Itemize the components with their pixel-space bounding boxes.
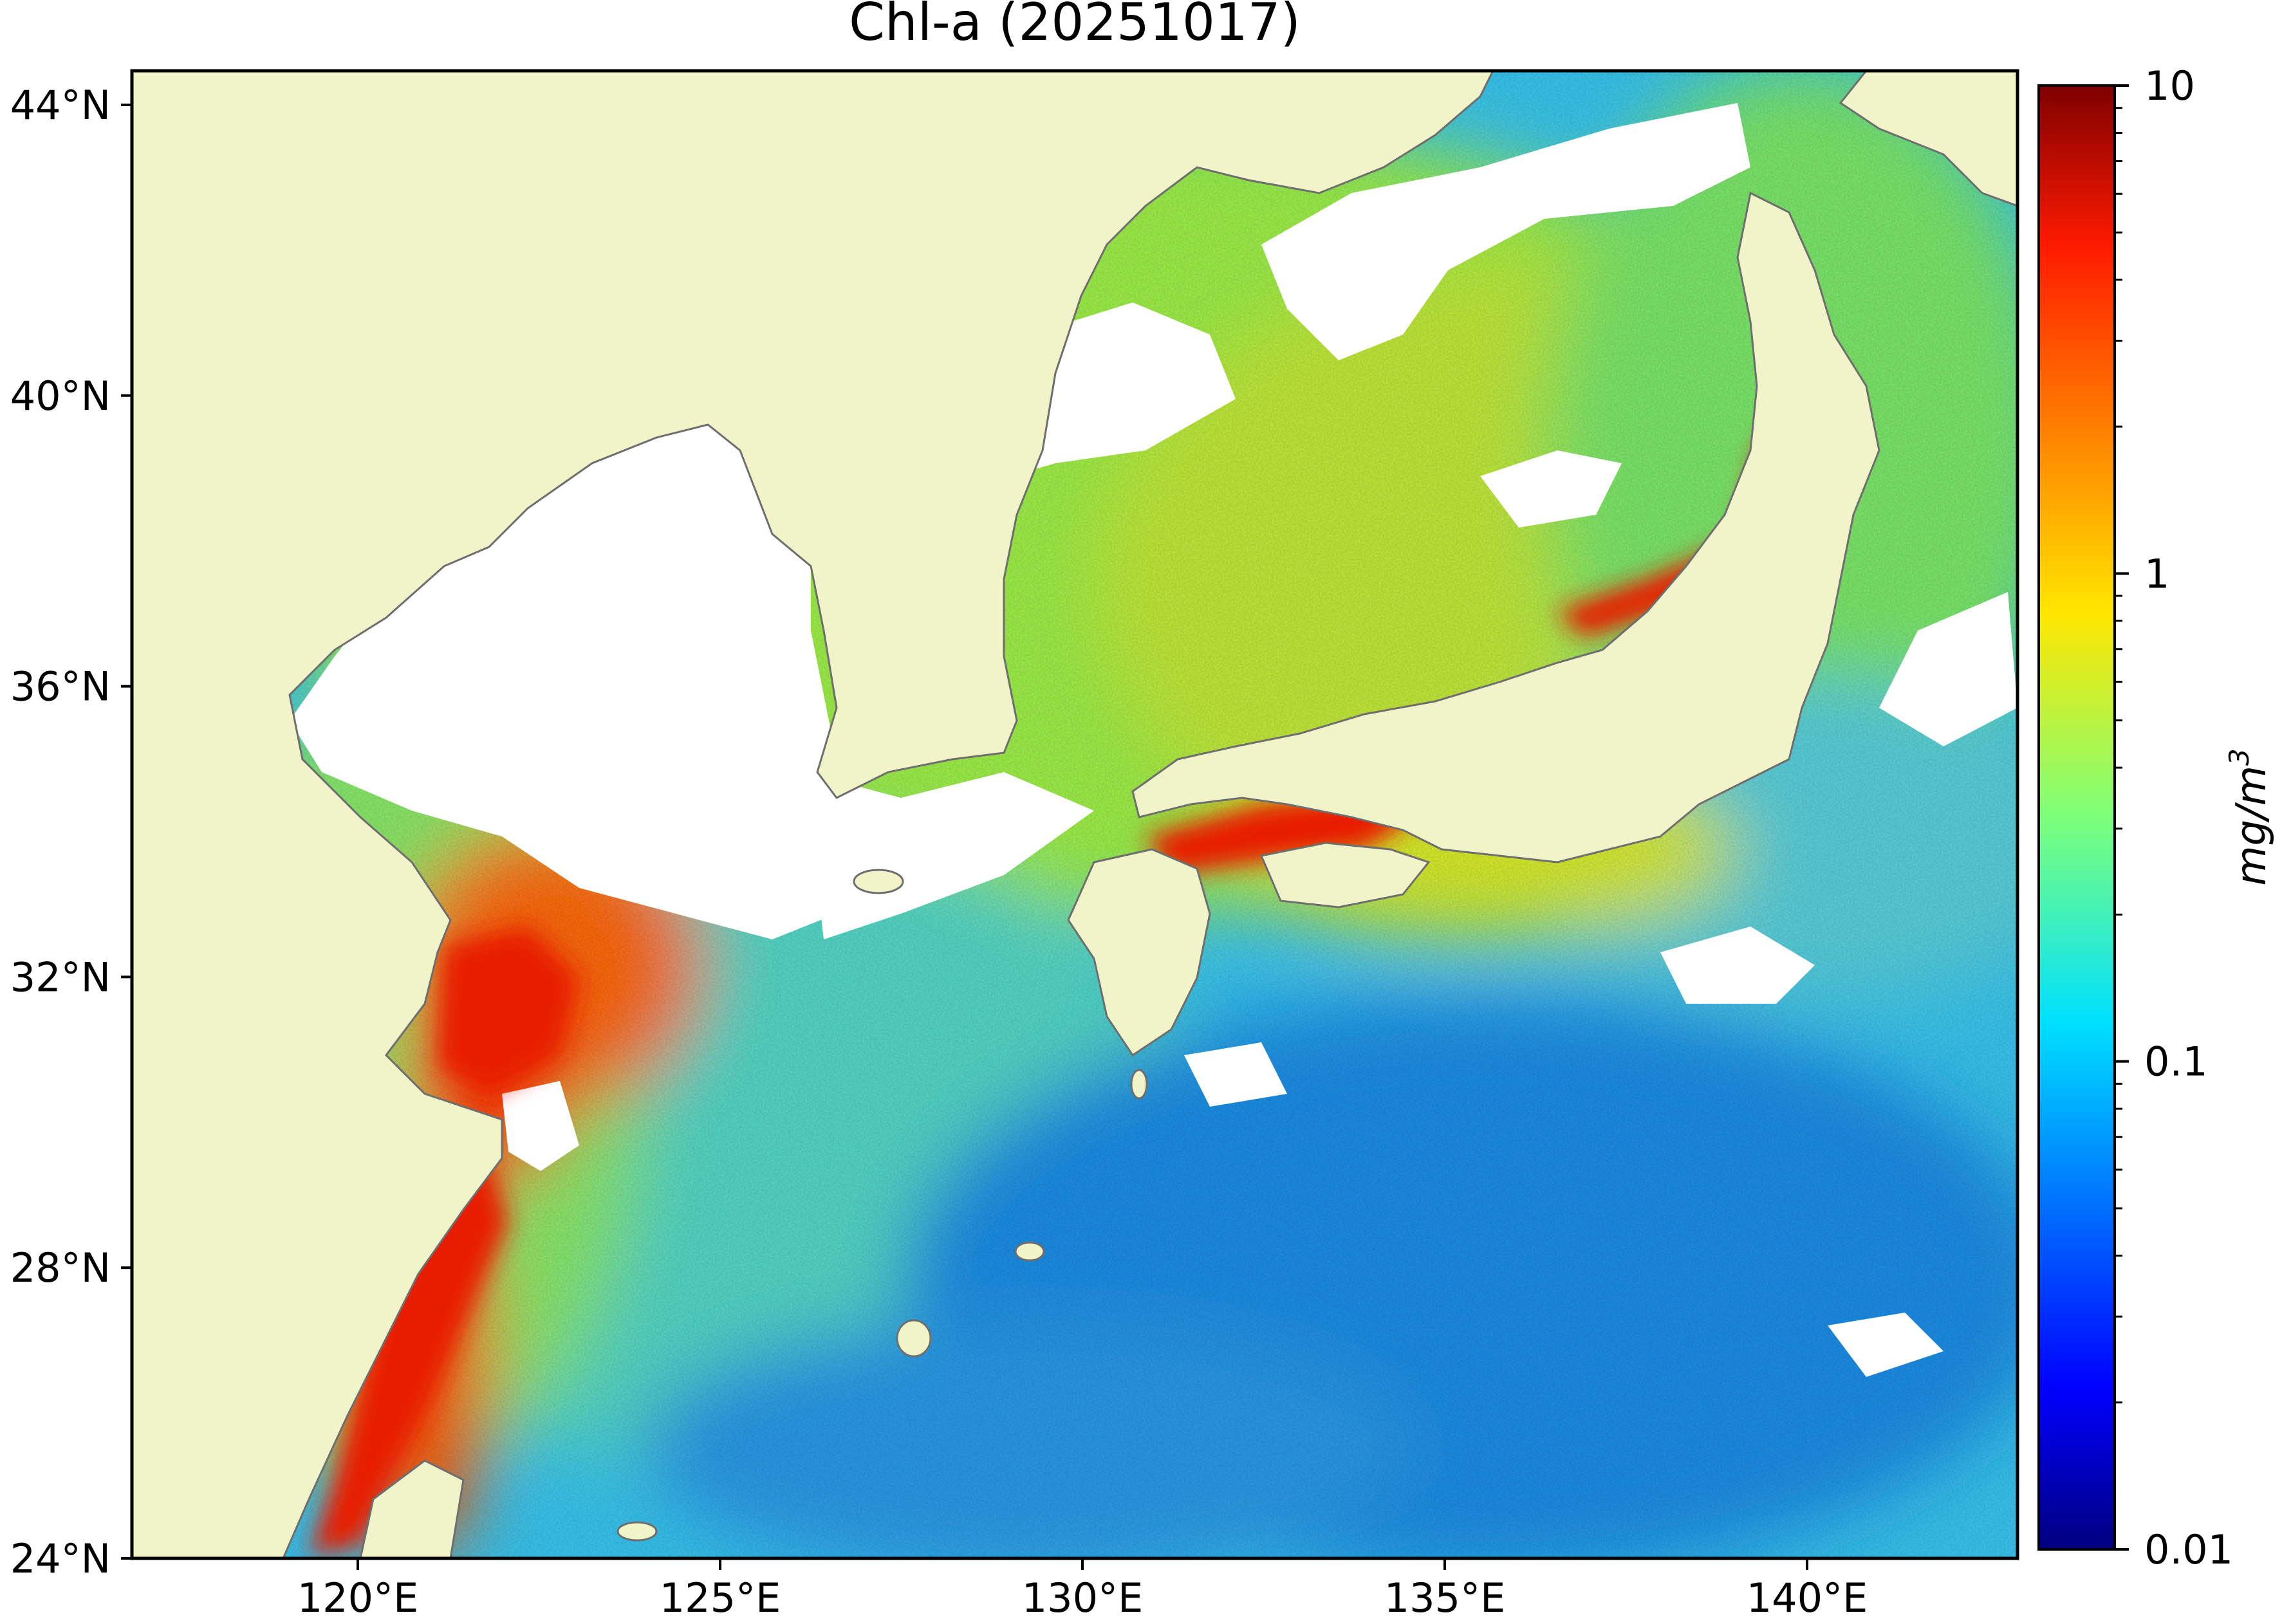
colorbar-tick-label: 0.01 — [2144, 1526, 2233, 1573]
colorbar: 10 1 0.1 0.01 mg/m3 — [2037, 62, 2276, 1573]
colorbar-tick-label: 10 — [2144, 62, 2195, 109]
lat-tick-label: 32°N — [10, 954, 111, 1001]
lat-tick-label: 24°N — [10, 1535, 111, 1582]
map-title: Chl-a (20251017) — [849, 0, 1301, 52]
colorbar-tick-label: 0.1 — [2144, 1038, 2208, 1085]
lat-tick-label: 36°N — [10, 663, 111, 710]
lon-tick-label: 130°E — [1022, 1574, 1144, 1621]
colorbar-gradient — [2037, 84, 2116, 1551]
lat-tick-label: 28°N — [10, 1244, 111, 1291]
map-frame — [130, 69, 2019, 1560]
latitude-axis: 44°N 40°N 36°N 32°N 28°N 24°N — [10, 82, 132, 1582]
lat-tick-label: 40°N — [10, 373, 111, 420]
lon-tick-label: 120°E — [297, 1574, 419, 1621]
land-masses — [132, 71, 2018, 1558]
lon-tick-label: 140°E — [1747, 1574, 1868, 1621]
lon-tick-label: 135°E — [1384, 1574, 1506, 1621]
map-area — [132, 71, 2018, 1558]
colorbar-tick-label: 1 — [2144, 550, 2169, 597]
lon-tick-label: 125°E — [660, 1574, 781, 1621]
colorbar-ticks: 10 1 0.1 0.01 — [2115, 62, 2233, 1573]
colorbar-label: mg/m3 — [2223, 748, 2276, 886]
longitude-axis: 120°E 125°E 130°E 135°E 140°E — [297, 1558, 1868, 1621]
lat-tick-label: 44°N — [10, 82, 111, 129]
